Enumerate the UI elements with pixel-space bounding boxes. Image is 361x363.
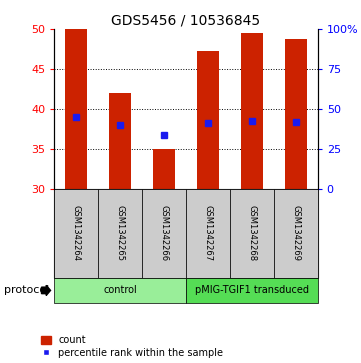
FancyBboxPatch shape bbox=[274, 189, 318, 278]
Text: control: control bbox=[103, 285, 137, 295]
FancyBboxPatch shape bbox=[230, 189, 274, 278]
FancyBboxPatch shape bbox=[54, 278, 186, 303]
FancyBboxPatch shape bbox=[186, 189, 230, 278]
Text: pMIG-TGIF1 transduced: pMIG-TGIF1 transduced bbox=[195, 285, 309, 295]
Text: GSM1342269: GSM1342269 bbox=[291, 205, 300, 261]
Bar bbox=[197, 50, 219, 189]
Text: GSM1342265: GSM1342265 bbox=[116, 205, 125, 261]
Legend: count, percentile rank within the sample: count, percentile rank within the sample bbox=[41, 335, 223, 358]
Text: GSM1342266: GSM1342266 bbox=[160, 205, 169, 261]
Bar bbox=[285, 40, 307, 189]
FancyBboxPatch shape bbox=[186, 278, 318, 303]
FancyBboxPatch shape bbox=[98, 189, 142, 278]
Text: GSM1342267: GSM1342267 bbox=[203, 205, 212, 261]
Text: GSM1342264: GSM1342264 bbox=[71, 205, 81, 261]
FancyBboxPatch shape bbox=[142, 189, 186, 278]
FancyBboxPatch shape bbox=[54, 189, 98, 278]
Text: protocol: protocol bbox=[4, 285, 49, 295]
Bar bbox=[241, 33, 263, 189]
Bar bbox=[109, 93, 131, 189]
Bar bbox=[153, 149, 175, 189]
Title: GDS5456 / 10536845: GDS5456 / 10536845 bbox=[111, 14, 261, 28]
Text: GSM1342268: GSM1342268 bbox=[247, 205, 256, 261]
Bar bbox=[65, 29, 87, 189]
